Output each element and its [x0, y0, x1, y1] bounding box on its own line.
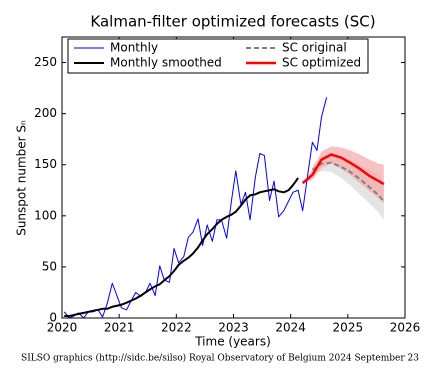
y-tick-label: 50: [42, 259, 57, 273]
legend-label: Monthly: [110, 41, 158, 55]
y-tick-label: 250: [34, 55, 57, 69]
series-line: [301, 153, 385, 186]
x-tick-label: 2023: [218, 321, 249, 335]
series-line: [63, 97, 328, 319]
y-axis-label: Sunspot number Sₙ: [15, 120, 29, 236]
legend-box: [67, 38, 369, 74]
x-tick-label: 2022: [161, 321, 192, 335]
y-tick-label: 0: [49, 311, 57, 325]
series-line: [64, 177, 299, 317]
y-tick-label: 100: [34, 208, 57, 222]
x-tick-label: 2026: [390, 321, 421, 335]
x-tick-label: 2020: [47, 321, 78, 335]
footer: SILSO graphics (http://sidc.be/silso) Ro…: [21, 353, 419, 364]
x-tick-label: 2025: [333, 321, 364, 335]
x-axis-label: Time (years): [194, 335, 271, 349]
series-line: [311, 161, 385, 203]
uncertainty-band: [302, 146, 384, 204]
legend-label: Monthly smoothed: [110, 56, 222, 70]
x-tick-label: 2024: [275, 321, 306, 335]
legend-label: SC optimized: [282, 56, 361, 70]
chart-title: Kalman-filter optimized forecasts (SC): [90, 13, 375, 31]
y-tick-label: 200: [34, 106, 57, 120]
x-tick-label: 2021: [104, 321, 135, 335]
legend-label: SC original: [282, 41, 347, 55]
y-tick-label: 150: [34, 157, 57, 171]
